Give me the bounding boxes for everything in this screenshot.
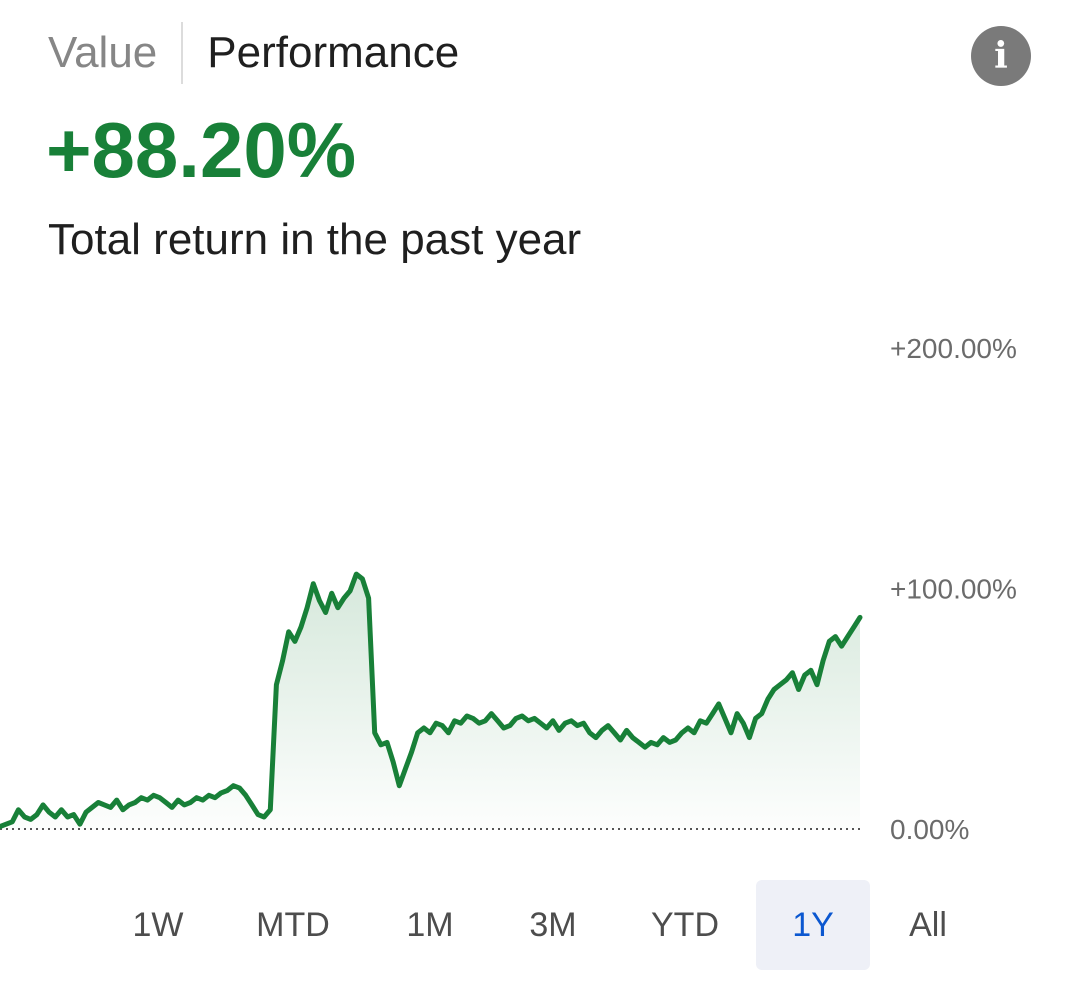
performance-chart: +200.00% +100.00% 0.00%: [0, 333, 1017, 845]
series-area: [0, 574, 860, 829]
total-return-value: +88.20%: [46, 106, 357, 194]
range-3m[interactable]: 3M: [529, 906, 577, 944]
range-1w[interactable]: 1W: [132, 906, 184, 944]
range-selector: 1W MTD 1M 3M YTD 1Y All: [100, 880, 1040, 970]
y-tick-label: 0.00%: [890, 814, 969, 845]
range-1m[interactable]: 1M: [406, 906, 454, 944]
tab-performance[interactable]: Performance: [207, 28, 460, 77]
info-icon[interactable]: i: [971, 26, 1031, 86]
range-1y[interactable]: 1Y: [756, 880, 870, 970]
total-return-caption: Total return in the past year: [48, 215, 582, 264]
y-tick-label: +100.00%: [890, 574, 1017, 605]
range-ytd[interactable]: YTD: [651, 906, 719, 944]
series-line: [0, 571, 863, 830]
view-tabs: Value Performance: [48, 22, 459, 84]
y-tick-label: +200.00%: [890, 333, 1017, 364]
tab-divider: [181, 22, 184, 84]
tab-value[interactable]: Value: [48, 28, 158, 77]
range-mtd[interactable]: MTD: [256, 906, 330, 944]
range-all[interactable]: All: [909, 906, 947, 944]
